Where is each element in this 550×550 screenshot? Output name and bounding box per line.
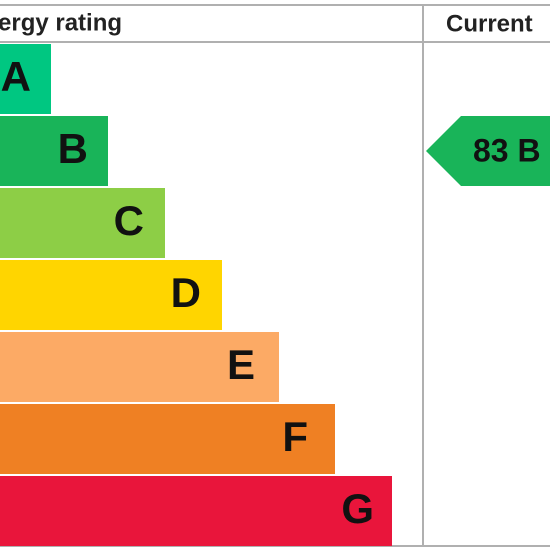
current-arrow xyxy=(426,116,550,186)
band-label: F xyxy=(282,413,308,460)
band-label: G xyxy=(341,485,374,532)
band-c xyxy=(0,188,165,258)
band-label: D xyxy=(171,269,201,316)
band-d xyxy=(0,260,222,330)
band-label: B xyxy=(58,125,88,172)
band-f xyxy=(0,404,335,474)
header-title: ergy rating xyxy=(0,9,122,36)
band-e xyxy=(0,332,279,402)
band-a xyxy=(0,44,51,114)
band-g xyxy=(0,476,392,546)
band-label: C xyxy=(114,197,144,244)
band-label: A xyxy=(1,53,31,100)
current-rating: 83 B xyxy=(473,132,541,168)
band-b xyxy=(0,116,108,186)
header-current: Current xyxy=(446,10,533,37)
band-label: E xyxy=(227,341,255,388)
